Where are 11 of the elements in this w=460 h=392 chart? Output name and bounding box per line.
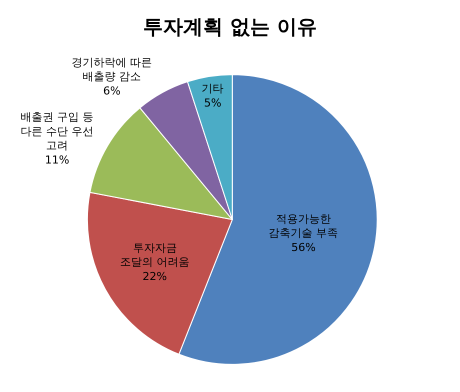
slice-label: 배출권 구입 등 다른 수단 우선 고려 [20,110,94,152]
data-label: 22% [142,270,167,283]
data-label: 5% [204,96,222,110]
slice-label: 투자자금 조달의 어려움 [120,241,190,269]
data-label: 6% [103,84,121,98]
data-label: 11% [44,153,70,166]
data-label: 56% [291,240,316,254]
slice-label: 적용가능한 감축기술 부족 [268,212,338,240]
slice-label: 경기하락에 따른 배출량 감소 [72,56,152,84]
slice-label: 기타 [202,82,224,96]
chart-title: 투자계획 없는 이유 [143,14,317,39]
